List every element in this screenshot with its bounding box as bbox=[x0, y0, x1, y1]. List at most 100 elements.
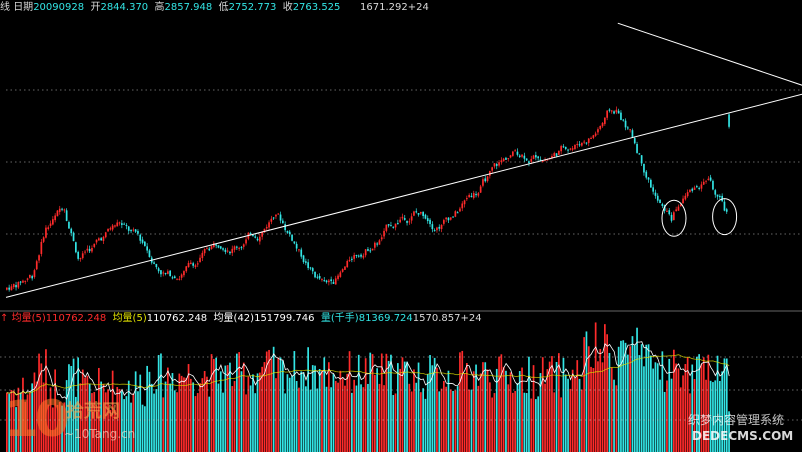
candle-body-304 bbox=[705, 180, 707, 182]
candle-body-121 bbox=[284, 224, 286, 231]
volume-bar-309 bbox=[716, 355, 719, 452]
candle-body-52 bbox=[125, 225, 128, 227]
volume-bar-235 bbox=[546, 369, 549, 452]
volume-bar-55 bbox=[132, 393, 135, 452]
candle-body-198 bbox=[461, 203, 464, 209]
candle-body-173 bbox=[403, 218, 406, 220]
volume-bar-208 bbox=[484, 362, 487, 452]
volume-bar-152 bbox=[355, 385, 358, 452]
candle-body-89 bbox=[210, 246, 213, 249]
volume-bar-74 bbox=[176, 392, 178, 452]
candle-body-138 bbox=[323, 280, 326, 282]
candle-body-57 bbox=[137, 231, 139, 234]
volume-bar-177 bbox=[413, 369, 415, 452]
header-prefix: 线 bbox=[0, 2, 10, 13]
volume-bar-297 bbox=[689, 393, 691, 452]
volume-bar-291 bbox=[675, 363, 677, 452]
candle-body-165 bbox=[385, 224, 388, 231]
candle-body-46 bbox=[111, 225, 114, 230]
volume-bar-37 bbox=[91, 393, 93, 452]
ma42-value: 151799.746 bbox=[254, 313, 315, 324]
volume-bar-281 bbox=[652, 368, 654, 452]
volume-bar-33 bbox=[81, 369, 84, 452]
volume-bar-151 bbox=[353, 379, 355, 452]
vol-extra: 1570.857+24 bbox=[412, 313, 482, 324]
candle-body-110 bbox=[259, 236, 261, 242]
volume-bar-168 bbox=[392, 395, 395, 452]
candle-body-99 bbox=[233, 246, 236, 250]
volume-bar-113 bbox=[265, 351, 268, 452]
candle-body-296 bbox=[686, 192, 689, 197]
candle-body-100 bbox=[236, 246, 238, 248]
volume-bar-102 bbox=[240, 371, 243, 452]
volume-bar-64 bbox=[153, 393, 155, 452]
volume-bar-50 bbox=[121, 391, 123, 452]
candle-body-88 bbox=[208, 248, 211, 251]
candle-body-101 bbox=[238, 247, 240, 249]
candle-body-78 bbox=[185, 266, 188, 272]
volume-bar-124 bbox=[291, 375, 293, 452]
candle-body-130 bbox=[305, 261, 307, 263]
volume-bar-311 bbox=[721, 371, 723, 452]
volume-bar-180 bbox=[420, 392, 422, 452]
candle-body-266 bbox=[617, 110, 620, 114]
volume-bar-95 bbox=[224, 365, 227, 452]
volume-bar-100 bbox=[236, 353, 238, 452]
volume-bar-69 bbox=[164, 381, 167, 452]
candle-body-3 bbox=[12, 284, 15, 288]
volume-bar-56 bbox=[134, 371, 137, 452]
volume-bar-114 bbox=[268, 349, 270, 452]
candle-body-128 bbox=[300, 249, 303, 257]
volume-bar-136 bbox=[318, 369, 321, 452]
candle-body-20 bbox=[52, 219, 54, 225]
volume-bar-294 bbox=[682, 375, 684, 452]
volume-bar-303 bbox=[702, 357, 705, 452]
volume-bar-211 bbox=[491, 397, 493, 452]
candle-body-224 bbox=[521, 154, 523, 157]
close-label: 收 bbox=[282, 2, 293, 13]
candle-body-29 bbox=[72, 232, 75, 242]
candle-body-238 bbox=[553, 153, 556, 157]
candle-body-95 bbox=[224, 249, 227, 252]
candle-body-275 bbox=[638, 153, 641, 155]
volume-bar-247 bbox=[574, 377, 576, 452]
volume-bar-306 bbox=[709, 380, 712, 452]
volume-bar-82 bbox=[194, 396, 197, 452]
watermark-right-url: DEDECMS.COM bbox=[692, 429, 794, 443]
candle-body-189 bbox=[440, 225, 443, 230]
candle-body-157 bbox=[367, 249, 369, 251]
volume-bar-206 bbox=[479, 373, 482, 452]
candle-body-200 bbox=[466, 198, 468, 200]
volume-ma42-line bbox=[6, 354, 730, 396]
volume-bar-29 bbox=[72, 358, 75, 452]
candle-body-209 bbox=[486, 176, 489, 182]
close-value: 2763.525 bbox=[292, 2, 341, 13]
candle-body-197 bbox=[459, 208, 461, 212]
volume-bar-153 bbox=[357, 354, 360, 452]
candle-body-86 bbox=[203, 248, 206, 254]
candle-body-92 bbox=[217, 245, 220, 248]
volume-bar-195 bbox=[454, 390, 457, 452]
candle-body-256 bbox=[594, 133, 597, 136]
candle-body-44 bbox=[107, 228, 109, 232]
candle-body-179 bbox=[417, 213, 420, 215]
candle-body-277 bbox=[643, 163, 645, 173]
volume-bar-216 bbox=[502, 366, 505, 452]
candle-body-216 bbox=[502, 158, 505, 162]
volume-bar-117 bbox=[275, 378, 277, 452]
candle-body-39 bbox=[95, 239, 98, 243]
candle-body-204 bbox=[475, 194, 477, 196]
volume-bar-288 bbox=[668, 358, 671, 452]
candle-body-167 bbox=[390, 225, 392, 227]
volume-bar-122 bbox=[286, 374, 289, 452]
volume-bar-110 bbox=[259, 372, 261, 452]
candle-body-257 bbox=[597, 129, 599, 133]
candle-body-109 bbox=[256, 238, 259, 241]
candle-body-247 bbox=[574, 144, 576, 149]
candle-body-158 bbox=[369, 250, 372, 252]
volume-bar-123 bbox=[288, 377, 291, 452]
volume-bar-267 bbox=[620, 340, 622, 452]
volume-bar-83 bbox=[196, 393, 199, 452]
volume-bar-31 bbox=[77, 357, 79, 452]
candle-body-34 bbox=[84, 251, 86, 253]
